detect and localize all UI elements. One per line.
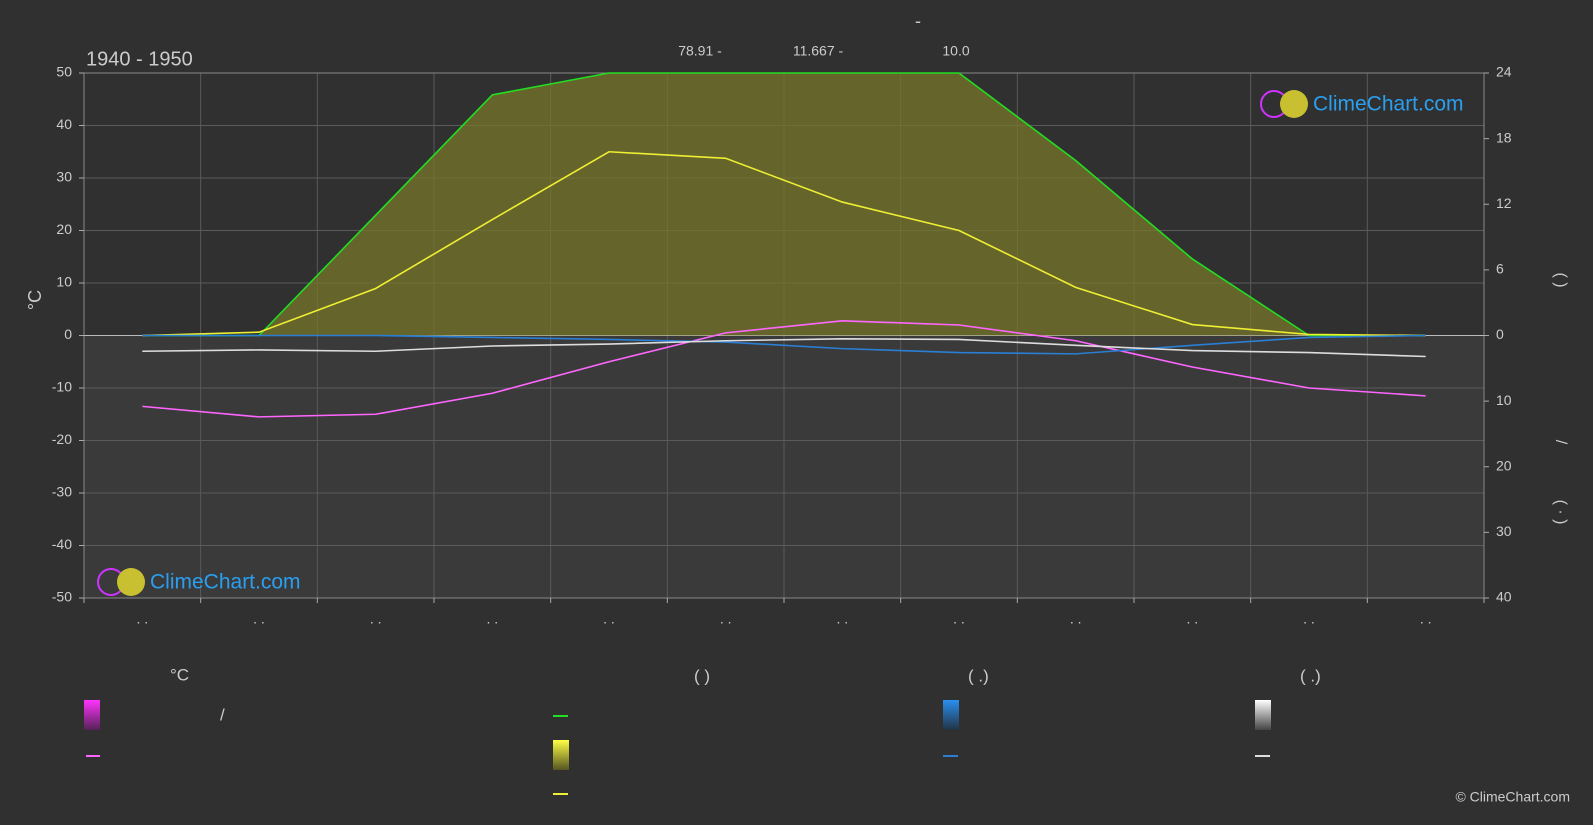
x-tick-label: . . [1070,611,1082,627]
x-tick-label: . . [720,611,732,627]
logo-text: ClimeChart.com [1313,93,1464,116]
legend-swatch [1255,700,1271,730]
x-tick-label: . . [603,611,615,627]
logo-top: ClimeChart.com [1260,90,1464,118]
legend-heading: ( .) [1300,666,1321,685]
y3-tick-label: 20 [1496,457,1512,473]
y2-tick-label: 0 [1496,326,1504,342]
x-tick-label: . . [253,611,265,627]
legend-swatch [84,700,100,730]
y2-tick-label: 6 [1496,261,1504,277]
legend-swatch [943,700,959,730]
y2-tick-label: 12 [1496,195,1512,211]
series-line [142,72,1426,337]
y2-axis-label: ( ) [1552,272,1569,287]
y2-tick-label: 24 [1496,64,1512,80]
y-tick-label: -50 [52,589,72,605]
series-area [142,73,1426,336]
top-value: 78.91 - [678,43,722,59]
x-tick-label: . . [1303,611,1315,627]
x-tick-label: . . [486,611,498,627]
y-tick-label: 50 [56,64,72,80]
y3-axis-label: ( · ) [1552,500,1569,525]
top-value: 10.0 [942,43,969,59]
legend-heading: °C [170,665,189,684]
y-tick-label: 30 [56,169,72,185]
period: 1940 - 1950 [86,48,193,70]
legend-text: / [220,705,225,724]
y-tick-label: 20 [56,221,72,237]
x-tick-label: . . [370,611,382,627]
legend-heading: ( .) [968,666,989,685]
copyright: © ClimeChart.com [1455,789,1570,805]
legend-swatch [553,740,569,770]
x-tick-label: . . [136,611,148,627]
y3-tick-label: 30 [1496,523,1512,539]
y-tick-label: 40 [56,116,72,132]
legend-heading: ( ) [694,666,710,685]
series-line [142,319,1426,418]
logo-bottom: ClimeChart.com [97,568,301,596]
x-tick-label: . . [836,611,848,627]
logo-sun [117,568,145,596]
top-value: 11.667 - [793,43,844,59]
logo-sun [1280,90,1308,118]
y-tick-label: -20 [52,431,72,447]
y-tick-label: 10 [56,274,72,290]
x-tick-label: . . [1186,611,1198,627]
y-axis-label: °C [25,290,45,310]
y-tick-label: 0 [64,326,72,342]
y3-tick-label: 10 [1496,392,1512,408]
y2-tick-label: 18 [1496,129,1512,145]
y-tick-label: -40 [52,536,72,552]
y3-tick-label: 40 [1496,589,1512,605]
series-line [142,334,1426,355]
x-tick-label: . . [953,611,965,627]
logo-text: ClimeChart.com [150,571,301,594]
y-tick-label: -10 [52,379,72,395]
y-tick-label: -30 [52,484,72,500]
series-line [142,337,1426,358]
series-line [142,150,1426,337]
chart-title: - [915,11,921,31]
x-tick-label: . . [1420,611,1432,627]
y3-axis-label: / [1552,440,1569,445]
